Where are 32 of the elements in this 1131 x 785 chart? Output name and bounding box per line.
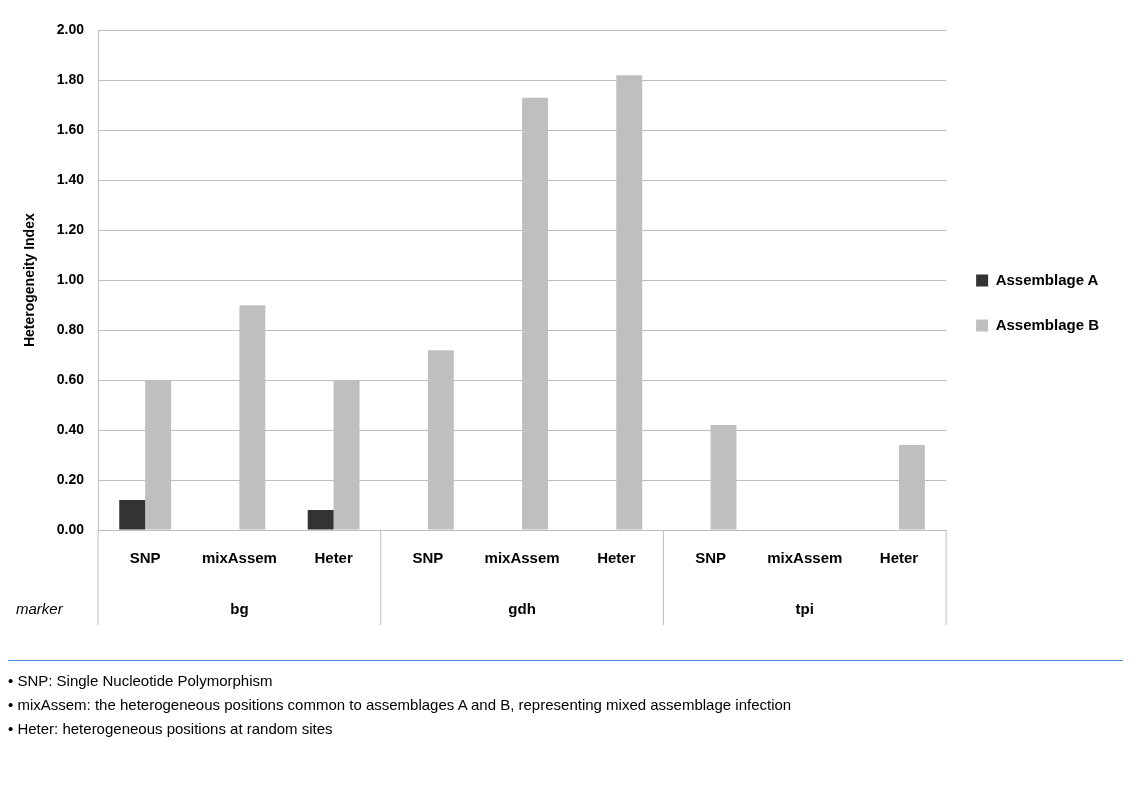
bar [119,500,146,530]
y-tick-label: 0.00 [56,520,85,537]
legend-label: Assemblage B [995,315,1100,333]
y-tick-label: 1.40 [56,171,85,188]
text: • mixAssem: the heterogeneous positions common to assemblages A and B, representing mixed assemblage infection [8,695,793,715]
text: • Heter: heterogeneous positions at random sites [8,719,334,739]
y-tick-label: 1.60 [56,121,85,138]
x-tick-label: Heter [314,549,353,567]
x-tick-label: SNP [129,549,161,567]
x-tick-label: mixAssem [484,549,560,567]
text: gdh [508,600,536,618]
x-tick-label: SNP [412,549,444,567]
bar [307,510,334,530]
x-tick-label: mixAssem [201,549,277,567]
text: marker [16,600,64,618]
y-axis-title: Heterogeneity Index [21,213,38,348]
x-tick-label: SNP [695,549,726,567]
x-tick-label: Heter [879,549,919,567]
y-tick-label: 1.00 [56,271,85,288]
y-tick-label: 0.80 [56,321,85,338]
y-tick-label: 0.60 [56,370,85,387]
legend-label: Assemblage A [995,270,1099,288]
text: • SNP: Single Nucleotide Polymorphism [8,671,274,691]
y-tick-label: 0.20 [56,470,85,487]
y-tick-label: 2.00 [56,21,85,38]
text: bg [230,600,249,618]
x-tick-label: mixAssem [767,549,843,567]
text: tpi [795,600,814,618]
y-tick-label: 0.40 [56,420,85,437]
y-tick-label: 1.20 [56,221,85,238]
y-tick-label: 1.80 [56,71,85,88]
x-tick-label: Heter [597,549,636,567]
